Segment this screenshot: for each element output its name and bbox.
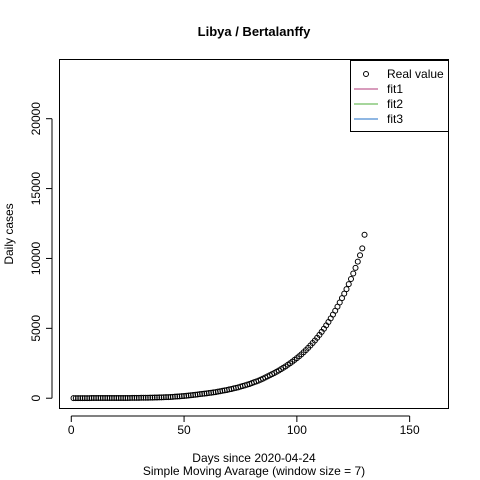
x-tick-label: 0	[68, 423, 75, 437]
data-point	[359, 245, 366, 252]
legend-label: Real value	[387, 67, 444, 81]
x-axis: 0 50 100 150	[68, 415, 420, 437]
data-point	[361, 231, 368, 238]
data-point	[341, 290, 348, 297]
data-point	[354, 258, 361, 265]
plot-area-border	[59, 59, 449, 409]
x-axis-label: Days since 2020-04-24	[192, 451, 316, 465]
y-tick-label: 0	[29, 395, 43, 402]
legend-label: fit3	[387, 112, 403, 126]
x-tick-label: 50	[177, 423, 191, 437]
data-point	[357, 252, 364, 259]
data-point	[350, 270, 357, 277]
legend-box	[350, 60, 449, 132]
y-tick-label: 20000	[29, 102, 43, 136]
legend-key-points	[363, 71, 369, 77]
x-tick-label: 100	[287, 423, 307, 437]
y-tick-label: 10000	[29, 241, 43, 275]
data-point	[352, 264, 359, 271]
legend-label: fit1	[387, 82, 403, 96]
chart-subtitle: Simple Moving Avarage (window size = 7)	[143, 464, 365, 478]
y-axis: 0 5000 10000 15000 20000	[29, 102, 53, 402]
data-point	[348, 276, 354, 282]
data-point	[343, 286, 350, 293]
chart-title: Libya / Bertalanffy	[198, 24, 311, 39]
series-real-value-points	[70, 231, 368, 402]
legend-label: fit2	[387, 97, 403, 111]
y-tick-label: 5000	[29, 315, 43, 342]
x-tick-label: 150	[400, 423, 420, 437]
y-tick-label: 15000	[29, 172, 43, 206]
y-axis-label: Daily cases	[2, 203, 16, 264]
data-point	[345, 281, 352, 288]
